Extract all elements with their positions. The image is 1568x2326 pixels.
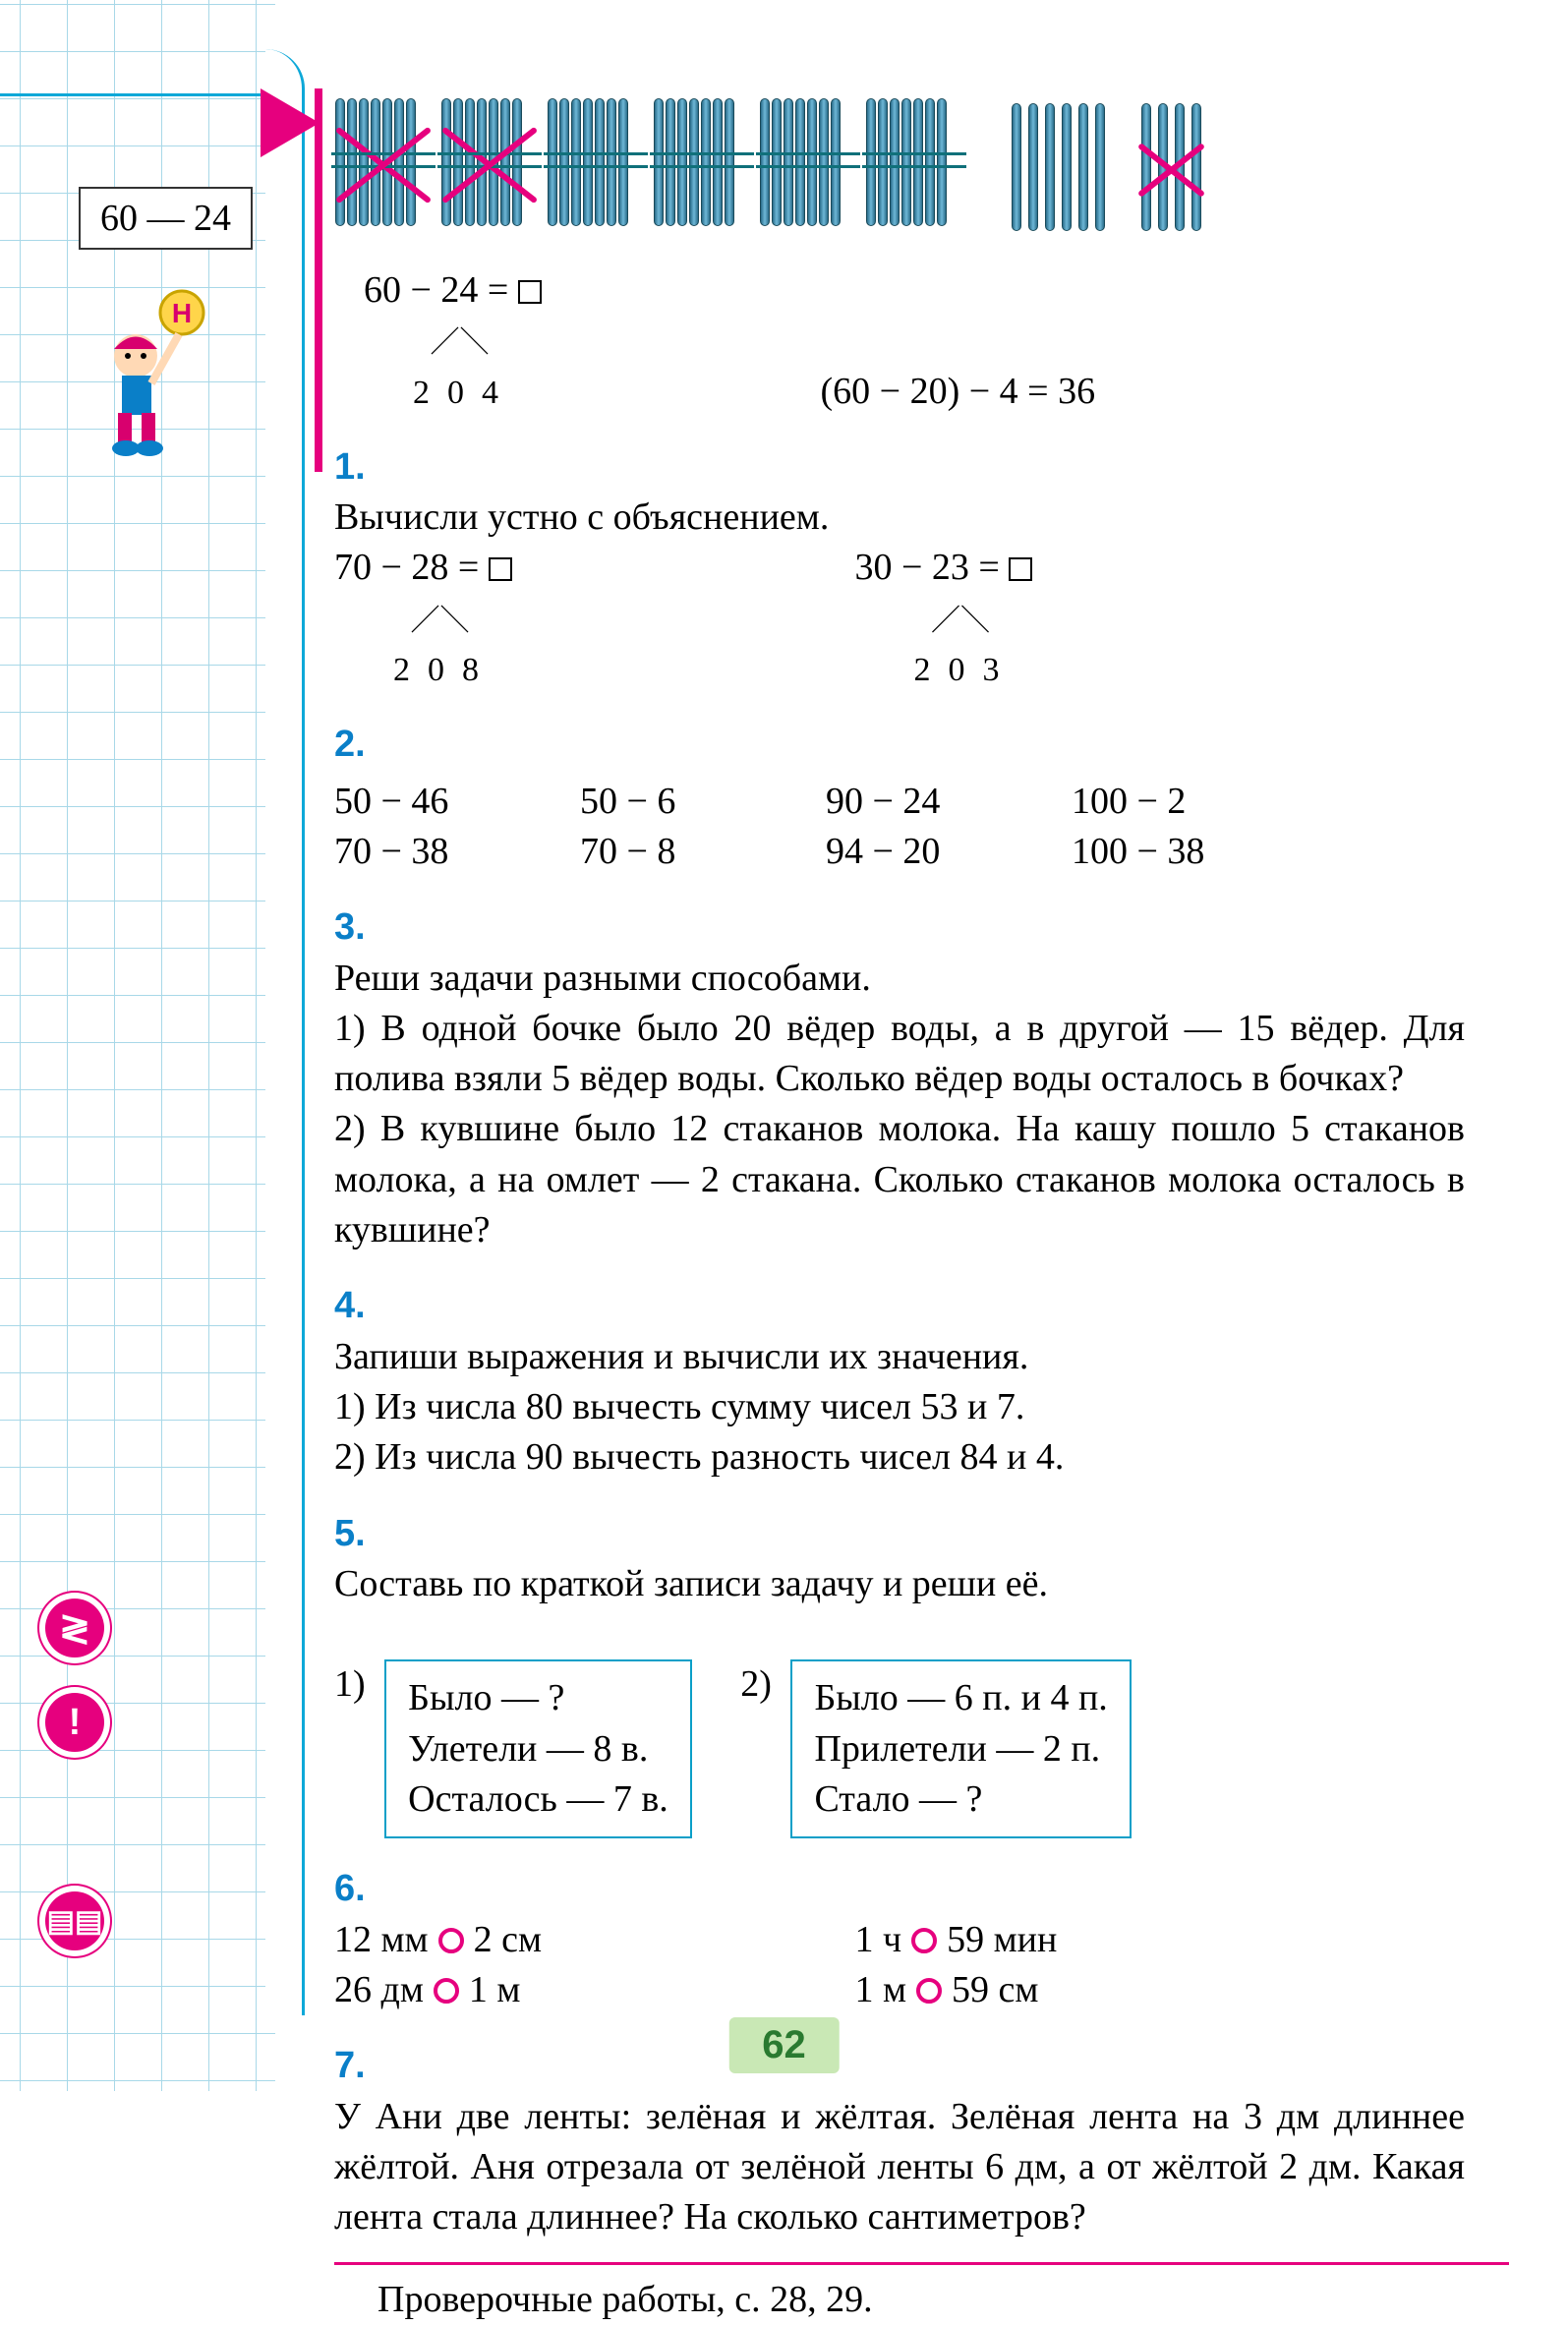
task-number: 1. bbox=[334, 442, 377, 493]
task-3: 3. Реши задачи разными способами. 1) В о… bbox=[334, 902, 1509, 1255]
task-5: 5. Составь по краткой записи задачу и ре… bbox=[334, 1509, 1509, 1839]
divider bbox=[334, 2262, 1509, 2265]
task-3-p1: 1) В одной бочке было 20 вёдер воды, а в… bbox=[334, 1008, 1465, 1099]
svg-text:Н: Н bbox=[172, 298, 192, 328]
compare-circle-icon bbox=[434, 1978, 459, 2004]
task-number: 4. bbox=[334, 1281, 377, 1331]
page-number: 62 bbox=[728, 2017, 840, 2073]
task-number: 2. bbox=[334, 720, 377, 770]
task-1: 1. Вычисли устно с объяснением. 70 − 28 … bbox=[334, 442, 1509, 694]
task-3-title: Реши задачи разными способами. bbox=[334, 958, 871, 999]
loose-sticks bbox=[1011, 103, 1202, 231]
task-3-p2: 2) В кувшине было 12 стаканов молока. На… bbox=[334, 1108, 1465, 1250]
task-5-box-1: Было — ? Улетели — 8 в. Осталось — 7 в. bbox=[384, 1659, 692, 1838]
task-4-title: Запиши выражения и вычисли их значения. bbox=[334, 1336, 1028, 1377]
task-5-title: Составь по краткой записи задачу и реши … bbox=[334, 1563, 1048, 1604]
answer-box-icon bbox=[1009, 557, 1032, 581]
grid-top-border bbox=[0, 93, 295, 96]
attention-badge-icon: ! bbox=[39, 1687, 110, 1758]
compare-badge-icon: ≷ bbox=[39, 1593, 110, 1663]
task-1-title: Вычисли устно с объяснением. bbox=[334, 496, 829, 538]
task-4: 4. Запиши выражения и вычисли их значени… bbox=[334, 1281, 1509, 1483]
bundle bbox=[759, 98, 857, 236]
task-number: 7. bbox=[334, 2041, 377, 2091]
compare-circle-icon bbox=[916, 1978, 942, 2004]
section-marker-triangle bbox=[261, 88, 319, 157]
compare-circle-icon bbox=[911, 1928, 937, 1953]
bundle bbox=[865, 98, 963, 236]
example-expr: 60 − 24 = bbox=[364, 269, 518, 311]
example-result: (60 − 20) − 4 = 36 bbox=[821, 367, 1096, 417]
task-number: 3. bbox=[334, 902, 377, 953]
bundle bbox=[653, 98, 751, 236]
margin-badges: ≷ ! ▤▤ bbox=[39, 1593, 110, 1980]
grid-right-curve bbox=[265, 49, 305, 2015]
answer-box-icon bbox=[518, 280, 542, 304]
task-2: 2. 50 − 4670 − 38 50 − 670 − 8 90 − 2494… bbox=[334, 720, 1509, 877]
sticks-illustration bbox=[334, 88, 1509, 246]
task-7-text: У Ани две ленты: зелёная и жёлтая. Зелён… bbox=[334, 2092, 1465, 2243]
bundle-crossed bbox=[440, 98, 539, 236]
bundle bbox=[547, 98, 645, 236]
task-number: 5. bbox=[334, 1509, 377, 1559]
task-6: 6. 12 мм2 см 26 дм1 м 1 ч59 мин 1 м59 см bbox=[334, 1864, 1509, 2015]
task-5-box-2: Было — 6 п. и 4 п. Прилетели — 2 п. Стал… bbox=[790, 1659, 1131, 1838]
bundle-crossed bbox=[334, 98, 433, 236]
child-character-icon: Н bbox=[88, 285, 226, 462]
split-wedge: ／＼ bbox=[431, 326, 490, 359]
answer-box-icon bbox=[489, 557, 512, 581]
margin-expression-box: 60 — 24 bbox=[79, 187, 253, 250]
compare-circle-icon bbox=[438, 1928, 464, 1953]
main-content: 60 − 24 = ／＼ 204 (60 − 20) − 4 = 36 1. В… bbox=[334, 88, 1509, 2326]
worked-example: 60 − 24 = ／＼ 204 (60 − 20) − 4 = 36 bbox=[364, 265, 1509, 417]
task-number: 6. bbox=[334, 1864, 377, 1914]
workbook-badge-icon: ▤▤ bbox=[39, 1886, 110, 1956]
task-7: 7. У Ани две ленты: зелёная и жёлтая. Зе… bbox=[334, 2041, 1509, 2242]
footer-note: Проверочные работы, с. 28, 29. bbox=[377, 2275, 1509, 2325]
